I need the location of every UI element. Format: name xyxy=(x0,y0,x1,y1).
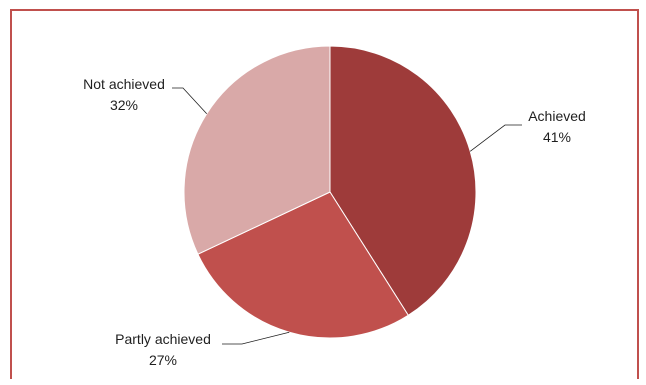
slice-label-partly-achieved: Partly achieved xyxy=(115,331,211,347)
leader-line-partly-achieved xyxy=(222,331,290,345)
pie-slice-partly-achieved xyxy=(197,191,409,339)
slice-percent-achieved: 41% xyxy=(543,129,571,145)
pie-slices xyxy=(183,45,477,339)
slice-percent-not-achieved: 32% xyxy=(110,97,138,113)
leader-line-achieved xyxy=(469,124,522,152)
leader-lines xyxy=(172,87,522,345)
slice-label-achieved: Achieved xyxy=(528,108,586,124)
slice-percent-partly-achieved: 27% xyxy=(149,352,177,368)
leader-line-not-achieved xyxy=(172,87,208,115)
slice-label-not-achieved: Not achieved xyxy=(83,76,165,92)
